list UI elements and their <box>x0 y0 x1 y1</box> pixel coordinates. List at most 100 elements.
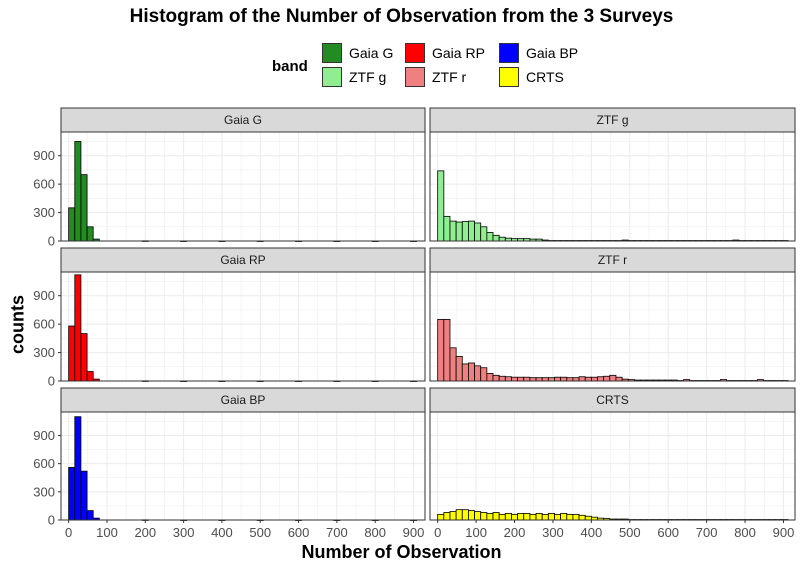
x-tick-label: 600 <box>657 525 679 540</box>
bar <box>474 222 482 242</box>
x-tick-label: 600 <box>288 525 310 540</box>
bar <box>443 318 451 382</box>
bar <box>517 513 525 521</box>
x-tick-label: 400 <box>581 525 603 540</box>
bar <box>486 232 494 242</box>
plot-background <box>430 272 795 381</box>
legend-title: band <box>272 58 308 75</box>
bar <box>486 373 494 382</box>
bar <box>437 170 445 242</box>
bar <box>74 416 82 521</box>
x-tick-label: 0 <box>434 525 441 540</box>
bar <box>504 513 512 521</box>
bar <box>468 510 475 521</box>
bar <box>443 215 451 242</box>
facet-strip <box>60 107 426 133</box>
panel-border <box>60 411 426 521</box>
legend-label-gaia-bp: Gaia BP <box>526 45 579 61</box>
bar <box>603 375 611 382</box>
panel-gaia-g: Gaia G 0 300 600 900 <box>33 107 426 249</box>
facet-label: Gaia RP <box>220 253 265 267</box>
x-tick-label: 800 <box>734 525 756 540</box>
facet-strip <box>60 387 426 413</box>
bar <box>523 376 531 382</box>
bar <box>74 141 82 242</box>
legend-swatch-gaia-bp <box>499 43 519 63</box>
bar <box>584 376 592 382</box>
plot-background <box>61 272 425 381</box>
plot-background <box>430 132 795 241</box>
panel-gaia-bp: Gaia BP 0 300 600 900 0 100 200 300 400 500 600 700 8… <box>33 387 426 540</box>
panel-ztf-r: ZTF r <box>429 247 796 382</box>
x-tick-label: 300 <box>542 525 564 540</box>
legend-label-gaia-g: Gaia G <box>349 45 394 61</box>
panel-gaia-rp: Gaia RP 0 300 600 900 <box>33 247 426 389</box>
y-tick-label: 0 <box>48 374 55 389</box>
bar <box>578 514 586 521</box>
bar <box>590 376 598 382</box>
bar <box>511 513 519 521</box>
x-tick-label: 100 <box>96 525 118 540</box>
x-tick-label: 200 <box>134 525 156 540</box>
y-tick-label: 900 <box>33 288 55 303</box>
bar <box>492 374 500 382</box>
facet-strip <box>429 107 796 133</box>
bar <box>541 513 549 521</box>
facet-label: Gaia G <box>224 113 262 127</box>
x-tick-label: 400 <box>211 525 233 540</box>
x-tick-label: 200 <box>504 525 526 540</box>
bar <box>468 220 475 242</box>
panel-border <box>429 131 796 242</box>
bar <box>498 513 506 521</box>
legend-swatch-ztf-r <box>405 67 425 87</box>
x-tick-label: 0 <box>65 525 72 540</box>
panel-border <box>60 271 426 382</box>
bar <box>455 355 463 382</box>
legend-label-crts: CRTS <box>526 69 564 85</box>
bar <box>492 234 500 242</box>
bar <box>461 509 469 521</box>
y-tick-label: 300 <box>33 484 55 499</box>
bar <box>480 512 488 521</box>
bar <box>80 333 88 382</box>
bar <box>449 347 457 382</box>
panel-border <box>429 411 796 521</box>
facet-label: Gaia BP <box>221 393 266 407</box>
legend-swatch-ztf-g <box>322 67 342 87</box>
facet-label: ZTF r <box>598 253 627 267</box>
panel-border <box>429 271 796 382</box>
bar <box>86 371 94 382</box>
plot-background <box>61 412 425 520</box>
bar <box>554 376 562 382</box>
bar <box>461 363 469 382</box>
bar <box>86 510 94 521</box>
bar <box>492 512 500 521</box>
legend-label-ztf-g: ZTF g <box>349 69 387 85</box>
x-tick-label: 300 <box>173 525 195 540</box>
bar <box>486 513 494 521</box>
y-tick-label: 900 <box>33 428 55 443</box>
bar <box>578 376 586 382</box>
bar <box>517 376 525 382</box>
bar <box>560 376 568 382</box>
legend-swatch-crts <box>499 67 519 87</box>
bar <box>523 513 531 521</box>
y-tick-label: 600 <box>33 456 55 471</box>
bar <box>480 367 488 382</box>
bar <box>68 207 76 242</box>
bar <box>566 513 574 521</box>
y-tick-label: 300 <box>33 345 55 360</box>
bar <box>535 513 543 521</box>
chart-title: Histogram of the Number of Observation f… <box>129 6 674 27</box>
bar <box>529 513 537 521</box>
bar <box>461 221 469 242</box>
legend-swatch-gaia-g <box>322 43 342 63</box>
bar <box>443 512 451 521</box>
bar <box>68 325 76 382</box>
bar <box>498 375 506 382</box>
bar <box>455 221 463 242</box>
facet-strip <box>429 387 796 413</box>
bar <box>597 376 605 382</box>
plot-background <box>430 412 795 520</box>
